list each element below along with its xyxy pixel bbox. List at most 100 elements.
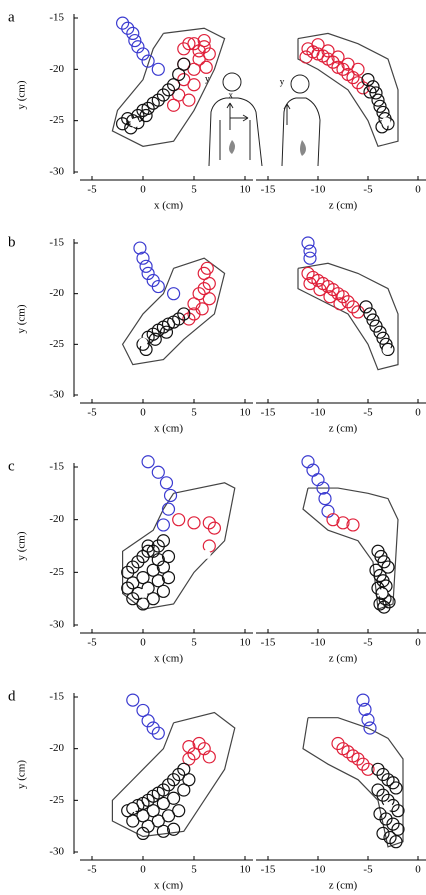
trajectory-point (326, 513, 340, 527)
trajectory-point (159, 476, 174, 490)
trajectory-point (156, 560, 170, 574)
workspace-outline (111, 27, 226, 147)
trajectory-point (377, 600, 391, 614)
x-tick-label: 0 (140, 637, 146, 649)
y-tick-label: -25 (49, 338, 64, 350)
trajectory-point (369, 563, 383, 577)
y-tick-label: -15 (49, 691, 64, 703)
trajectory-point (389, 835, 403, 849)
panel-letter: d (8, 688, 16, 704)
trajectory-point (115, 16, 130, 30)
workspace-outline (302, 717, 404, 848)
trajectory-point (356, 757, 370, 771)
trajectory-point (146, 592, 160, 606)
trajectory-point (361, 72, 375, 87)
trajectory-point (202, 47, 216, 61)
trajectory-point (131, 40, 145, 54)
trajectory-point (141, 714, 155, 728)
trajectory-point (363, 721, 377, 735)
trajectory-point (172, 513, 186, 527)
workspace-outline (297, 262, 399, 371)
end-point (138, 588, 148, 598)
trajectory-point (381, 342, 395, 356)
trajectory-point (126, 814, 140, 828)
x-tick-label: -5 (363, 864, 373, 876)
trajectory-point (202, 516, 216, 530)
trajectory-point (381, 560, 395, 574)
x-tick-label: 0 (140, 864, 146, 876)
trajectory-point (376, 788, 390, 802)
x-tick-label: -10 (311, 864, 326, 876)
x-tick-label: 0 (415, 864, 421, 876)
trajectory-point (133, 241, 147, 255)
trajectory-point (126, 693, 140, 707)
x-tick-label: -10 (311, 184, 326, 196)
trajectory-point (121, 21, 135, 35)
x-tick-label: 10 (240, 864, 252, 876)
x-tick-label: 0 (415, 407, 421, 419)
end-point (378, 588, 388, 598)
trajectory-point (197, 33, 211, 48)
x-tick-label: -15 (261, 184, 276, 196)
x-axis-label: x (cm) (154, 423, 183, 435)
trajectory-point (167, 773, 181, 787)
trajectory-point (161, 809, 176, 823)
x-tick-label: -5 (87, 637, 97, 649)
x-tick-label: -15 (261, 407, 276, 419)
y-tick-label: -30 (49, 389, 64, 401)
trajectory-point (182, 752, 196, 766)
trajectory-point (301, 266, 315, 280)
trajectory-point (346, 300, 360, 314)
trajectory-point (182, 312, 196, 326)
trajectory-point (359, 300, 373, 314)
trajectory-point (156, 518, 170, 532)
trajectory-point (136, 251, 150, 265)
trajectory-point (351, 76, 365, 90)
trajectory-point (311, 38, 325, 52)
trajectory-point (126, 592, 140, 606)
trajectory-point (351, 752, 365, 766)
y-tick-label: -30 (49, 846, 64, 858)
trajectory-point (331, 736, 345, 751)
trajectory-point (161, 549, 176, 564)
x-tick-label: -5 (87, 407, 97, 419)
trajectory-point (346, 518, 360, 532)
end-point (201, 549, 211, 559)
trajectory-point (136, 809, 150, 823)
x-tick-label: 5 (191, 864, 197, 876)
trajectory-point (141, 455, 155, 469)
trajectory-point (141, 581, 155, 595)
trajectory-point (182, 773, 196, 787)
x-tick-label: 5 (191, 637, 197, 649)
trajectory-point (156, 88, 170, 102)
trajectory-point (151, 279, 165, 294)
trajectory-point (376, 767, 390, 782)
x-tick-label: 5 (191, 407, 197, 419)
trajectory-point (136, 597, 150, 611)
trajectory-point (136, 47, 150, 61)
workspace-outline (297, 32, 399, 148)
trajectory-point (316, 481, 330, 495)
y-tick-label: -20 (49, 287, 64, 299)
trajectory-point (386, 817, 400, 831)
trajectory-point (115, 117, 130, 131)
trajectory-point (187, 747, 201, 761)
trajectory-point (363, 307, 377, 321)
trajectory-point (326, 55, 340, 69)
trajectory-point (172, 67, 186, 82)
trajectory-point (369, 86, 383, 100)
trajectory-point (151, 574, 165, 588)
trajectory-point (192, 44, 206, 58)
trajectory-point (303, 251, 317, 265)
trajectory-point (371, 762, 385, 776)
trajectory-point (139, 108, 153, 123)
trajectory-point (331, 50, 345, 64)
y-tick-label: -15 (49, 237, 64, 249)
trajectory-point (391, 804, 405, 818)
trajectory-point (389, 781, 403, 795)
x-tick-label: -5 (363, 407, 373, 419)
trajectory-point (376, 331, 390, 345)
x-tick-label: 0 (415, 184, 421, 196)
x-tick-label: -15 (261, 864, 276, 876)
trajectory-point (391, 822, 405, 836)
